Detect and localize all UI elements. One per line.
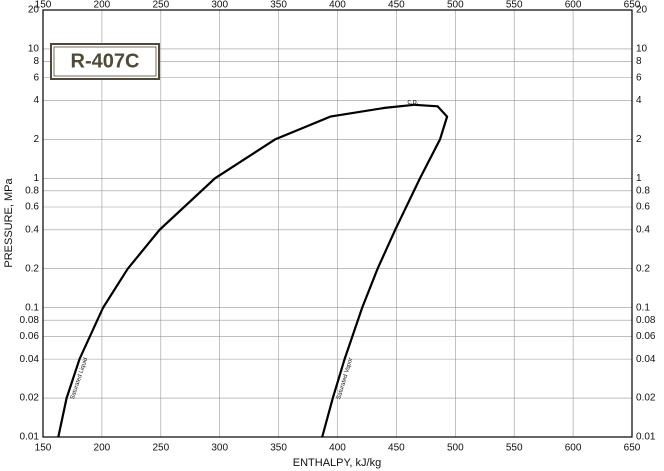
- x-tick-label: 450: [388, 443, 405, 454]
- y-tick-label: 0.08: [20, 315, 40, 326]
- y-tick-label: 1: [33, 173, 39, 184]
- y-tick-label: 0.04: [20, 354, 40, 365]
- title-box: R-407C: [50, 43, 160, 80]
- y-tick-label-right: 2: [636, 134, 642, 145]
- y-tick-label-right: 0.2: [636, 263, 650, 274]
- x-tick-label-top: 600: [565, 0, 582, 11]
- x-tick-label: 200: [94, 443, 111, 454]
- y-tick-label: 0.01: [20, 432, 40, 443]
- y-tick-label-right: 1: [636, 173, 642, 184]
- x-axis-label: ENTHALPY, kJ/kg: [293, 457, 381, 469]
- y-axis-label: PRESSURE, MPa: [3, 177, 15, 267]
- x-tick-label: 350: [270, 443, 287, 454]
- x-tick-label-top: 150: [35, 0, 52, 11]
- x-tick-label-top: 300: [211, 0, 228, 11]
- x-tick-label: 400: [329, 443, 346, 454]
- y-tick-label: 0.2: [25, 263, 39, 274]
- y-tick-label-right: 0.02: [636, 393, 656, 404]
- x-tick-label-top: 200: [94, 0, 111, 11]
- y-tick-label-right: 0.01: [636, 432, 656, 443]
- y-tick-label: 4: [33, 95, 39, 106]
- y-tick-label: 20: [28, 5, 40, 16]
- y-tick-label-right: 0.08: [636, 315, 656, 326]
- y-tick-label-right: 0.6: [636, 202, 650, 213]
- y-tick-label: 0.02: [20, 393, 40, 404]
- y-tick-label: 6: [33, 72, 39, 83]
- x-tick-label: 600: [565, 443, 582, 454]
- y-tick-label-right: 0.4: [636, 224, 650, 235]
- y-tick-label-right: 0.04: [636, 354, 656, 365]
- x-tick-label-top: 550: [506, 0, 523, 11]
- y-tick-label-right: 0.1: [636, 302, 650, 313]
- y-tick-label-right: 4: [636, 95, 642, 106]
- title-inner-border: [53, 46, 157, 77]
- x-tick-label: 150: [35, 443, 52, 454]
- x-tick-label: 300: [211, 443, 228, 454]
- x-tick-label: 250: [152, 443, 169, 454]
- y-tick-label-right: 0.8: [636, 185, 650, 196]
- x-tick-label-top: 500: [447, 0, 464, 11]
- y-tick-label: 0.8: [25, 185, 39, 196]
- x-tick-label: 550: [506, 443, 523, 454]
- y-tick-label-right: 20: [636, 5, 648, 16]
- y-tick-label: 8: [33, 56, 39, 67]
- y-tick-label-right: 10: [636, 44, 648, 55]
- y-tick-label: 0.1: [25, 302, 39, 313]
- chart-title: R-407C: [71, 50, 140, 72]
- x-tick-label: 650: [624, 443, 641, 454]
- title-border: [50, 43, 160, 80]
- saturation-curve: [321, 103, 449, 438]
- y-tick-label-right: 6: [636, 72, 642, 83]
- y-tick-label-right: 0.06: [636, 331, 656, 342]
- y-tick-label: 0.4: [25, 224, 39, 235]
- y-tick-label: 0.06: [20, 331, 40, 342]
- y-tick-label-right: 8: [636, 56, 642, 67]
- x-tick-label-top: 250: [152, 0, 169, 11]
- y-tick-label: 2: [33, 134, 39, 145]
- x-tick-label-top: 400: [329, 0, 346, 11]
- x-tick-label-top: 450: [388, 0, 405, 11]
- saturation-curve: [57, 103, 415, 438]
- y-tick-label: 10: [28, 44, 40, 55]
- x-tick-label-top: 650: [624, 0, 641, 11]
- annotation: c.p.: [407, 99, 418, 106]
- y-tick-label: 0.6: [25, 202, 39, 213]
- plot-frame: [42, 9, 633, 438]
- x-tick-label-top: 350: [270, 0, 287, 11]
- x-tick-label: 500: [447, 443, 464, 454]
